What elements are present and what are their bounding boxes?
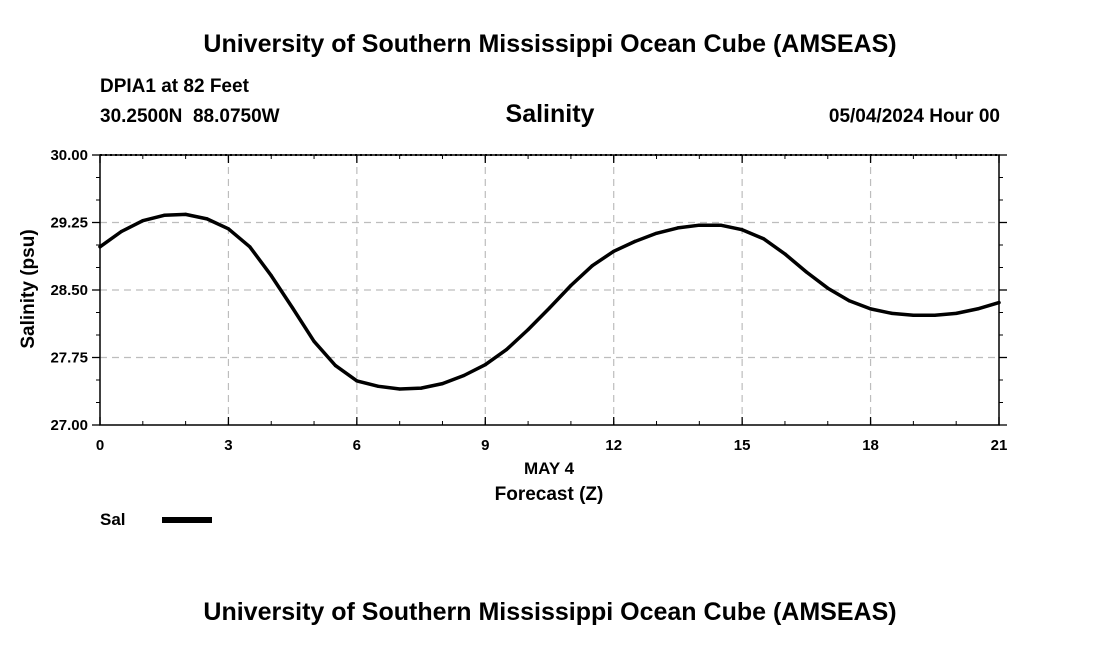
- data-point: [547, 306, 552, 310]
- x-tick-labels: 0 3 6 9 12 15 18 21: [96, 437, 1008, 454]
- data-point: [526, 328, 530, 332]
- data-point: [483, 363, 487, 367]
- data-point: [847, 299, 851, 303]
- forecast-datetime: 05/04/2024 Hour 00: [828, 106, 1000, 127]
- data-point: [398, 387, 402, 391]
- x-tick-label: 0: [96, 437, 104, 454]
- data-point: [954, 311, 958, 315]
- data-point: [119, 229, 123, 234]
- data-point: [205, 217, 209, 221]
- data-point: [654, 231, 659, 235]
- y-tick-label: 27.75: [50, 350, 88, 367]
- data-point: [697, 223, 701, 227]
- data-point: [869, 307, 873, 311]
- axis-ticks: [92, 154, 1007, 426]
- chart-subtitle: Salinity: [505, 100, 595, 128]
- data-point: [890, 311, 894, 315]
- data-point: [269, 274, 273, 278]
- data-point: [440, 382, 445, 386]
- data-point: [505, 347, 509, 351]
- data-point: [933, 313, 937, 317]
- data-point: [248, 245, 252, 249]
- data-point: [291, 306, 295, 310]
- data-point: [376, 384, 380, 388]
- data-point: [976, 307, 980, 311]
- series-line-sal: [98, 212, 1001, 391]
- data-point: [612, 249, 616, 253]
- data-point: [333, 364, 338, 368]
- y-tick-label: 27.00: [50, 417, 88, 434]
- y-axis-label: Salinity (psu): [18, 229, 39, 348]
- data-point: [783, 252, 787, 256]
- data-point: [761, 237, 766, 241]
- x-axis-label: Forecast (Z): [495, 484, 604, 505]
- station-label: DPIA1 at 82 Feet: [100, 76, 249, 97]
- data-point: [162, 213, 166, 217]
- legend-label-sal: Sal: [100, 510, 126, 529]
- data-point: [226, 227, 230, 231]
- data-point: [826, 286, 830, 290]
- y-tick-label: 29.25: [50, 215, 88, 232]
- coordinates-label: 30.2500N 88.0750W: [100, 106, 280, 127]
- y-tick-label: 28.50: [50, 282, 88, 299]
- x-tick-label: 21: [991, 437, 1008, 454]
- data-point: [911, 313, 916, 317]
- data-point: [633, 239, 637, 243]
- data-point: [804, 270, 809, 274]
- data-point: [141, 219, 145, 223]
- x-tick-label: 12: [605, 437, 622, 454]
- grid-lines: [100, 154, 999, 425]
- data-point: [184, 212, 188, 216]
- x-tick-label: 15: [734, 437, 751, 454]
- series-points: [98, 212, 1001, 391]
- x-tick-label: 18: [862, 437, 879, 454]
- x-tick-label: 3: [224, 437, 232, 454]
- data-point: [676, 226, 680, 230]
- y-tick-labels: 27.00 27.75 28.50 29.25 30.00: [50, 147, 88, 434]
- data-point: [98, 245, 102, 249]
- data-point: [997, 301, 1001, 305]
- data-point: [419, 386, 423, 390]
- data-point: [590, 264, 594, 268]
- y-tick-label: 30.00: [50, 147, 88, 164]
- data-point: [355, 379, 359, 383]
- x-tick-label: 6: [353, 437, 361, 454]
- footer-title: University of Southern Mississippi Ocean…: [203, 598, 897, 626]
- data-point: [312, 339, 316, 343]
- chart-main-title: University of Southern Mississippi Ocean…: [203, 30, 897, 58]
- x-tick-label: 9: [481, 437, 489, 454]
- x-axis-date-label: MAY 4: [524, 459, 575, 478]
- data-point: [740, 228, 744, 232]
- data-point: [569, 283, 573, 288]
- data-point: [719, 223, 723, 227]
- data-point: [462, 373, 466, 378]
